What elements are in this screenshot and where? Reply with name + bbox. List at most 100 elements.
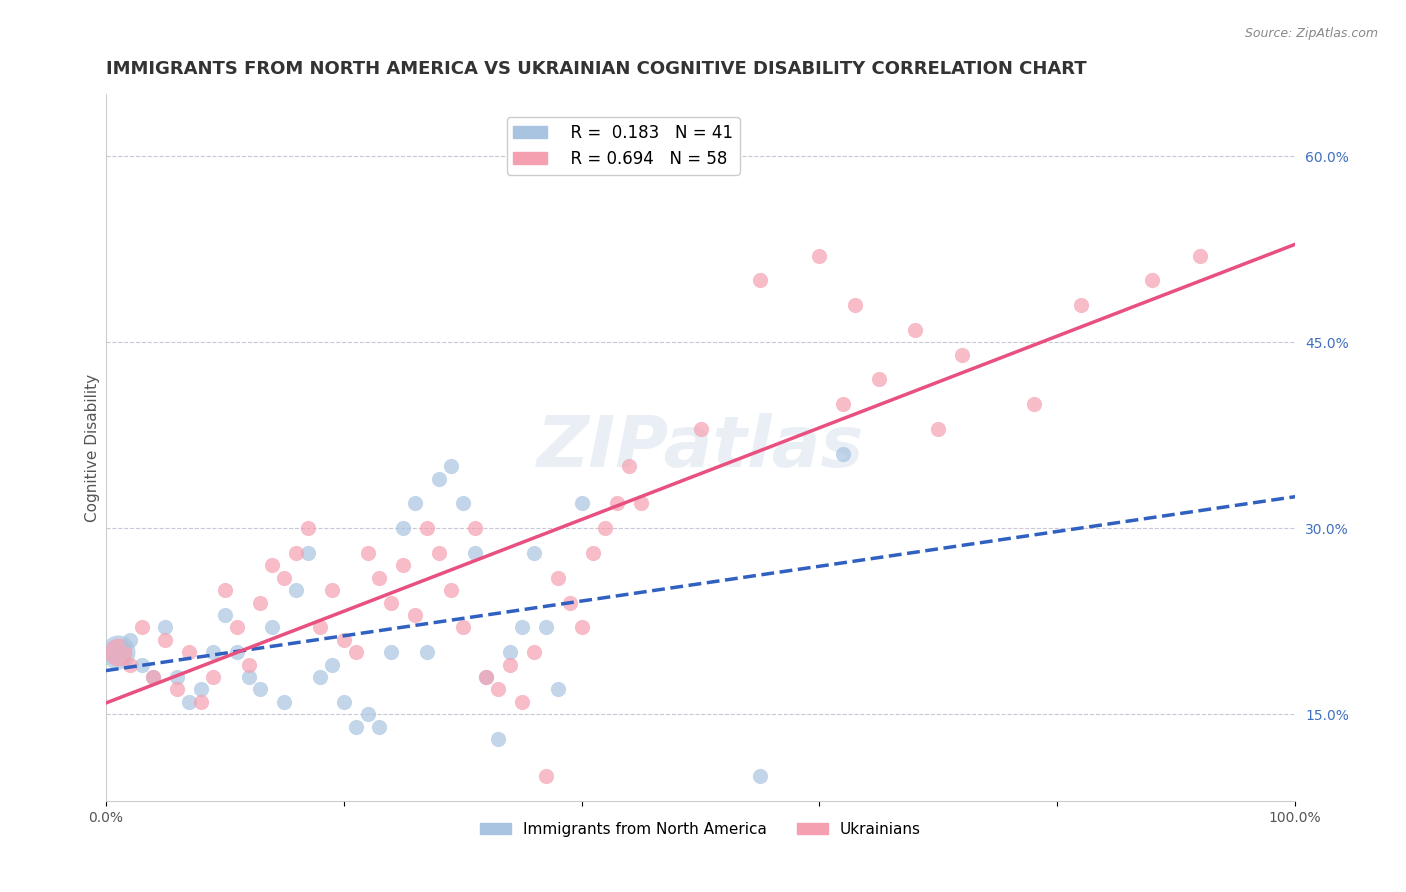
Point [179,645,201,659]
Point [332,632,354,647]
Point [392,521,415,535]
Point [451,620,474,634]
Point [499,657,522,672]
Point [368,719,391,733]
Point [131,620,153,634]
Point [1070,298,1092,312]
Y-axis label: Cognitive Disability: Cognitive Disability [86,374,100,522]
Point [523,546,546,560]
Point [464,521,486,535]
Point [380,645,402,659]
Point [510,695,533,709]
Point [427,472,450,486]
Point [404,607,426,622]
Point [832,397,855,411]
Point [238,657,260,672]
Point [1189,248,1212,262]
Point [201,645,224,659]
Point [249,682,271,697]
Point [510,620,533,634]
Point [689,422,711,436]
Point [285,546,308,560]
Point [404,496,426,510]
Point [927,422,949,436]
Point [547,571,569,585]
Point [356,546,378,560]
Point [190,695,212,709]
Point [749,273,772,287]
Point [523,645,546,659]
Text: IMMIGRANTS FROM NORTH AMERICA VS UKRAINIAN COGNITIVE DISABILITY CORRELATION CHAR: IMMIGRANTS FROM NORTH AMERICA VS UKRAINI… [105,60,1087,78]
Point [142,670,165,684]
Point [285,583,308,598]
Legend: Immigrants from North America, Ukrainians: Immigrants from North America, Ukrainian… [474,815,927,843]
Point [630,496,652,510]
Point [225,645,247,659]
Point [309,620,332,634]
Point [297,521,319,535]
Point [297,546,319,560]
Point [451,496,474,510]
Point [155,632,177,647]
Point [416,645,439,659]
Text: Source: ZipAtlas.com: Source: ZipAtlas.com [1244,27,1378,40]
Point [380,596,402,610]
Point [190,682,212,697]
Point [332,695,354,709]
Point [440,459,463,474]
Text: ZIPatlas: ZIPatlas [537,413,865,483]
Point [1142,273,1164,287]
Point [155,620,177,634]
Point [107,645,129,659]
Point [486,682,509,697]
Point [309,670,332,684]
Point [107,645,129,659]
Point [606,496,628,510]
Point [475,670,498,684]
Point [238,670,260,684]
Point [368,571,391,585]
Point [179,695,201,709]
Point [166,670,188,684]
Point [617,459,640,474]
Point [440,583,463,598]
Point [166,682,188,697]
Point [262,620,284,634]
Point [321,583,343,598]
Point [249,596,271,610]
Point [571,496,593,510]
Point [832,447,855,461]
Point [582,546,605,560]
Point [534,620,557,634]
Point [904,323,927,337]
Point [142,670,165,684]
Point [464,546,486,560]
Point [225,620,247,634]
Point [273,571,295,585]
Point [1022,397,1045,411]
Point [808,248,831,262]
Point [547,682,569,697]
Point [595,521,617,535]
Point [749,769,772,783]
Point [844,298,866,312]
Point [392,558,415,573]
Point [214,607,236,622]
Point [475,670,498,684]
Point [214,583,236,598]
Point [950,348,973,362]
Point [131,657,153,672]
Point [499,645,522,659]
Point [118,657,141,672]
Point [427,546,450,560]
Point [344,719,367,733]
Point [486,731,509,746]
Point [201,670,224,684]
Point [571,620,593,634]
Point [416,521,439,535]
Point [344,645,367,659]
Point [321,657,343,672]
Point [262,558,284,573]
Point [868,372,890,386]
Point [273,695,295,709]
